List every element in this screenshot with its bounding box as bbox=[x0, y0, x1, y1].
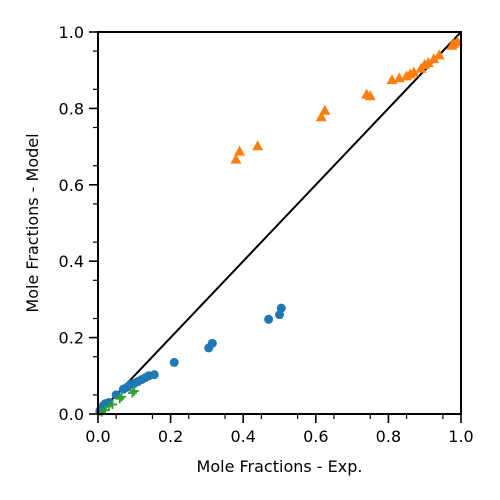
data-point bbox=[422, 57, 434, 67]
data-point bbox=[230, 153, 242, 164]
data-point bbox=[319, 104, 331, 115]
x-tick-label: 1.0 bbox=[448, 427, 473, 446]
data-point bbox=[129, 386, 139, 396]
data-point bbox=[408, 66, 420, 77]
data-point bbox=[207, 338, 217, 348]
data-point bbox=[428, 53, 440, 64]
y-tick-label: 0.8 bbox=[59, 99, 84, 118]
axes-frame bbox=[97, 31, 462, 415]
plot-area bbox=[95, 31, 463, 417]
x-tick-label: 0.4 bbox=[230, 427, 255, 446]
y-tick-label: 0.2 bbox=[59, 329, 84, 348]
x-tick-label: 0.6 bbox=[303, 427, 328, 446]
data-point bbox=[433, 49, 445, 60]
x-tick-label: 0.8 bbox=[376, 427, 401, 446]
series-triangle bbox=[230, 36, 463, 164]
data-point bbox=[108, 399, 118, 409]
data-point bbox=[315, 111, 327, 122]
data-point bbox=[276, 303, 286, 313]
series-layer bbox=[95, 36, 463, 417]
data-point bbox=[264, 314, 274, 324]
y-tick-label: 0.6 bbox=[59, 176, 84, 195]
x-tick-label: 0.2 bbox=[158, 427, 183, 446]
reference-line bbox=[97, 31, 462, 415]
y-tick-label: 0.4 bbox=[59, 252, 84, 271]
x-axis-label: Mole Fractions - Exp. bbox=[197, 457, 363, 476]
data-point bbox=[149, 370, 159, 380]
x-tick-label: 0.0 bbox=[85, 427, 110, 446]
data-point bbox=[364, 90, 376, 101]
data-point bbox=[115, 394, 125, 404]
data-point bbox=[117, 392, 127, 402]
y-tick-label: 1.0 bbox=[59, 23, 84, 42]
series-circle bbox=[95, 303, 286, 416]
data-point bbox=[234, 145, 246, 156]
y-axis-label: Mole Fractions - Model bbox=[23, 133, 42, 312]
series-plus bbox=[97, 386, 139, 417]
y-tick-label: 0.0 bbox=[59, 405, 84, 424]
x-axis-ticks: 0.0 0.2 0.4 0.6 0.8 1.0 bbox=[85, 414, 474, 446]
data-point bbox=[252, 140, 264, 151]
data-point bbox=[127, 388, 137, 398]
data-point bbox=[169, 357, 179, 367]
y-axis-ticks: 0.0 0.2 0.4 0.6 0.8 1.0 bbox=[59, 23, 98, 424]
